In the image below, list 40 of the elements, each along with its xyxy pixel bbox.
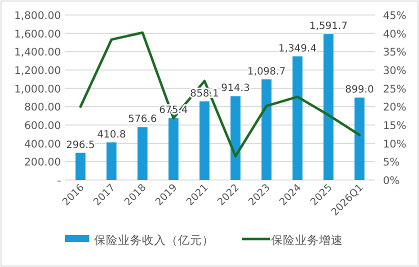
bar <box>324 34 334 180</box>
y2-tick-label: 40% <box>383 28 406 40</box>
legend-label: 保险业务收入（亿元） <box>94 233 214 247</box>
y-tick-label: 800.00 <box>24 102 61 114</box>
y2-tick-label: 45% <box>383 10 406 22</box>
y-tick-label: 1,800.00 <box>14 10 61 22</box>
y-tick-label: 1,400.00 <box>14 46 61 59</box>
data-label: 410.8 <box>97 129 126 140</box>
y-tick-label: 1,000.00 <box>14 83 61 96</box>
bar <box>354 98 364 180</box>
data-label: 296.5 <box>66 140 95 151</box>
data-label: 899.0 <box>345 84 374 96</box>
data-label: 1,591.7 <box>309 21 348 32</box>
y2-tick-label: 10% <box>383 138 406 150</box>
bar <box>292 56 302 180</box>
y2-tick-label: 0% <box>383 175 400 187</box>
y2-tick-label: 20% <box>383 102 406 114</box>
y-tick-label: - <box>57 175 62 187</box>
y-tick-label: 400.00 <box>24 138 61 150</box>
y2-tick-label: 15% <box>383 120 406 132</box>
y2-tick-label: 5% <box>383 156 400 169</box>
data-label: 914.3 <box>221 83 250 94</box>
y-tick-label: 600.00 <box>24 120 61 132</box>
y-tick-label: 1,600.00 <box>14 28 61 40</box>
y2-tick-label: 25% <box>383 83 406 96</box>
bar <box>106 142 116 180</box>
bar <box>200 101 210 180</box>
data-label: 576.6 <box>128 114 157 126</box>
y-tick-label: 200.00 <box>24 156 61 169</box>
data-label: 1,349.4 <box>278 43 317 54</box>
bar <box>168 118 178 180</box>
y2-tick-label: 30% <box>383 65 406 77</box>
data-label: 1,098.7 <box>247 66 286 78</box>
bar <box>138 127 148 180</box>
legend-label: 保险业务增速 <box>271 233 343 247</box>
bar <box>76 152 86 180</box>
y2-tick-label: 35% <box>383 46 406 59</box>
bar <box>262 79 272 180</box>
y-tick-label: 1,200.00 <box>14 65 61 77</box>
bar <box>230 96 240 180</box>
